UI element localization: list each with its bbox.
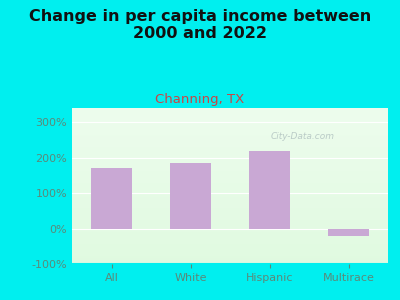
Bar	[91, 168, 132, 229]
Bar	[249, 151, 290, 229]
Bar	[328, 229, 369, 236]
Text: Change in per capita income between
2000 and 2022: Change in per capita income between 2000…	[29, 9, 371, 41]
Bar	[170, 163, 211, 229]
Text: Channing, TX: Channing, TX	[155, 93, 245, 106]
Text: City-Data.com: City-Data.com	[271, 132, 335, 141]
